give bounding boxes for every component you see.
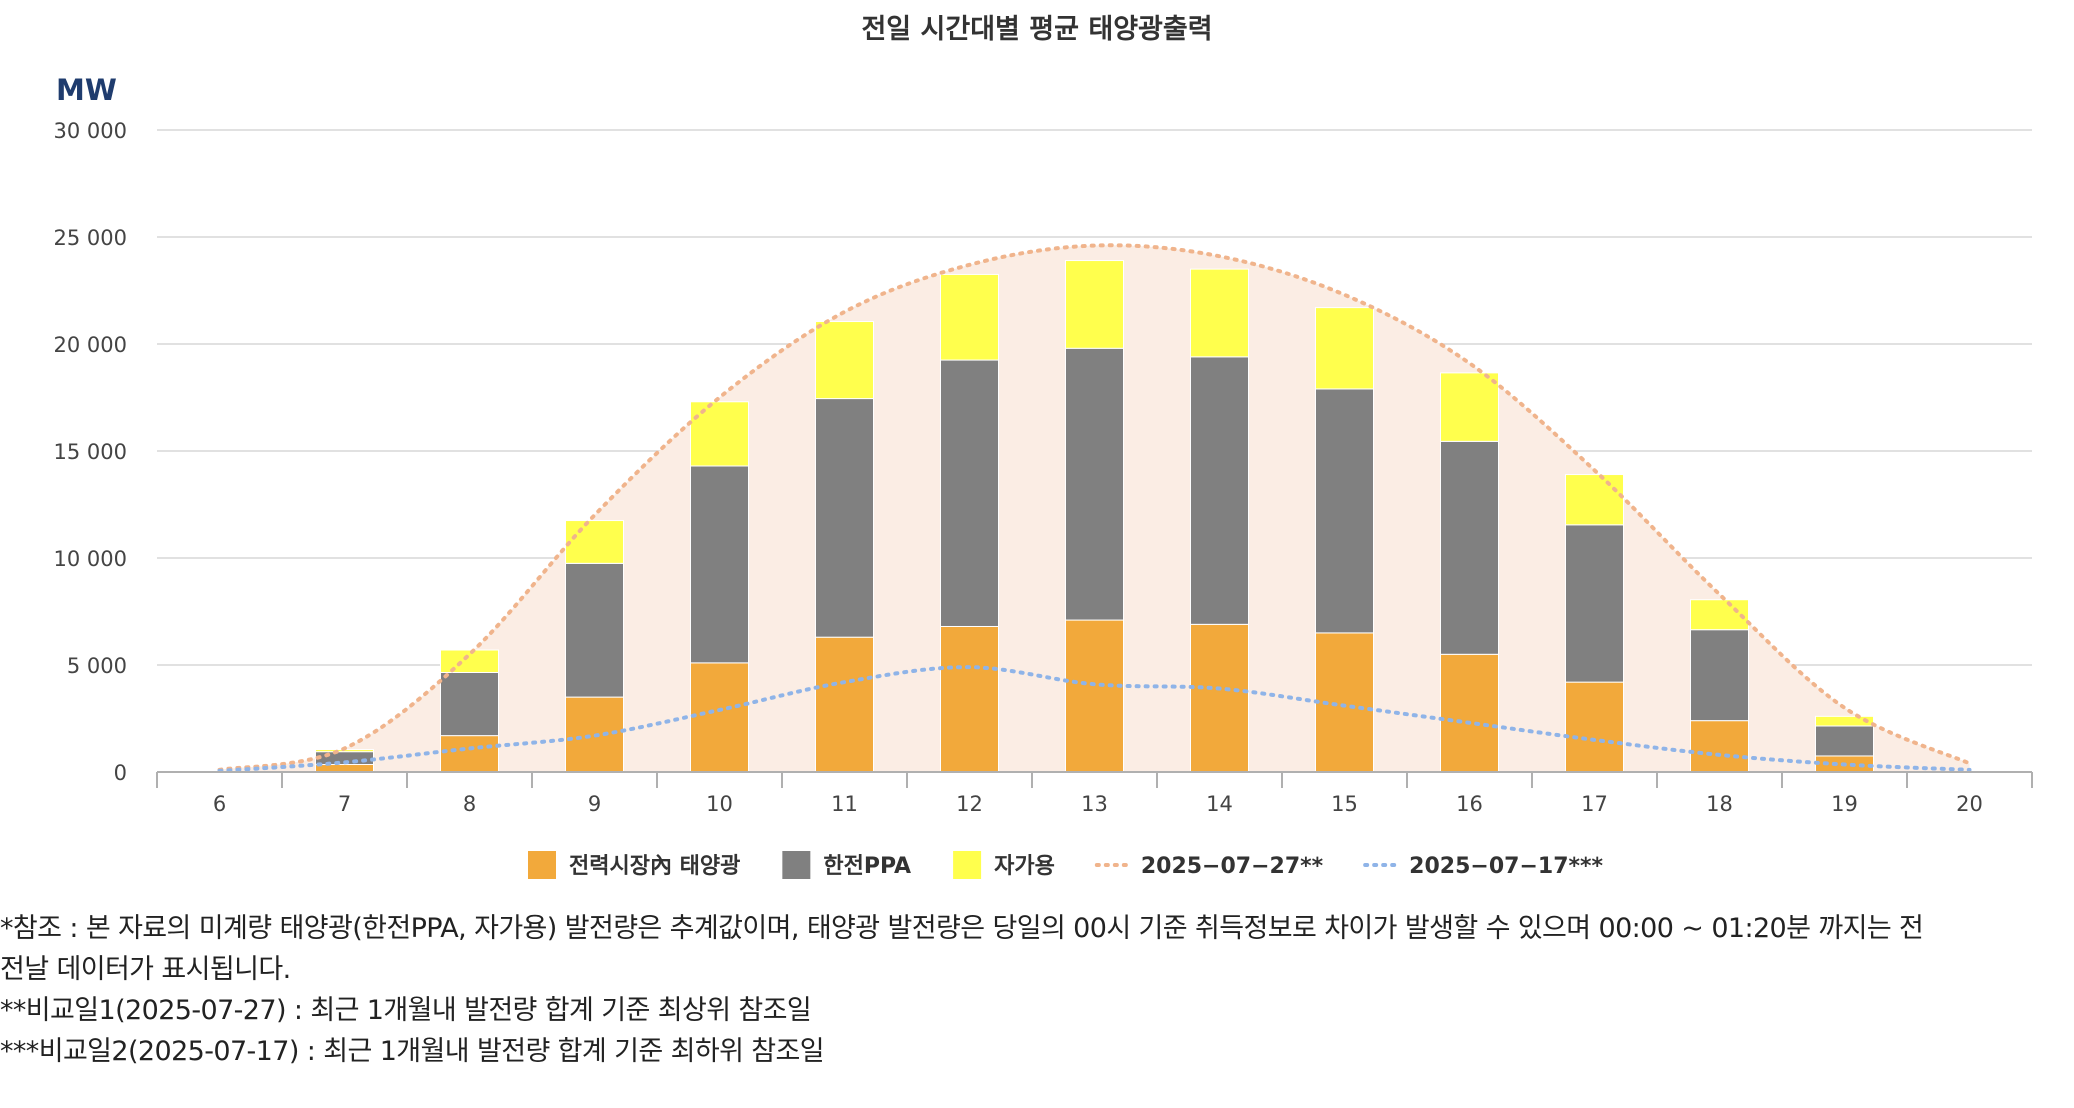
bar-segment bbox=[1565, 524, 1624, 683]
bar-segment bbox=[315, 764, 374, 773]
legend-swatch bbox=[953, 851, 982, 879]
bar-segment bbox=[1690, 629, 1749, 722]
footnotes: *참조 : 본 자료의 미계량 태양광(한전PPA, 자가용) 발전량은 추계값… bbox=[0, 908, 2060, 1072]
footnote-3: ***비교일2(2025-07-17) : 최근 1개월내 발전량 합계 기준 … bbox=[0, 1036, 825, 1067]
bar-segment bbox=[1565, 474, 1624, 526]
y-axis-unit: MW bbox=[56, 73, 117, 107]
x-tick-label: 11 bbox=[831, 792, 858, 816]
bar-segment bbox=[1065, 619, 1124, 773]
series-line bbox=[217, 665, 1972, 773]
bar-segment bbox=[1190, 268, 1249, 358]
footnote-1: *참조 : 본 자료의 미계량 태양광(한전PPA, 자가용) 발전량은 추계값… bbox=[0, 913, 1924, 944]
x-tick-label: 14 bbox=[1206, 792, 1233, 816]
x-tick-label: 20 bbox=[1956, 792, 1983, 816]
x-tick-label: 19 bbox=[1831, 792, 1858, 816]
footnote-2: **비교일1(2025-07-27) : 최근 1개월내 발전량 합계 기준 최… bbox=[0, 995, 812, 1026]
bar-segment bbox=[1065, 347, 1124, 621]
y-tick-label: 25 000 bbox=[54, 226, 127, 250]
bar-segment bbox=[1315, 388, 1374, 634]
bar-segment bbox=[940, 359, 999, 627]
x-tick-label: 7 bbox=[338, 792, 351, 816]
x-tick-label: 6 bbox=[213, 792, 226, 816]
legend-swatch bbox=[528, 851, 556, 879]
legend-label: 전력시장內 태양광 bbox=[569, 854, 740, 879]
bar-segment bbox=[1190, 623, 1249, 773]
bar-segment bbox=[1690, 599, 1749, 631]
y-tick-label: 30 000 bbox=[54, 119, 127, 143]
legend-label: 2025−07−27** bbox=[1141, 854, 1324, 879]
bar-segment bbox=[1315, 307, 1374, 390]
y-tick-label: 0 bbox=[114, 761, 127, 785]
legend-label: 자가용 bbox=[994, 854, 1055, 879]
chart-title: 전일 시간대별 평균 태양광출력 bbox=[861, 14, 1212, 45]
bar-segment bbox=[690, 401, 749, 467]
x-tick-label: 17 bbox=[1581, 792, 1608, 816]
bar-segment bbox=[440, 735, 499, 773]
x-tick-label: 9 bbox=[588, 792, 601, 816]
bar-segment bbox=[690, 465, 749, 664]
bar-segment bbox=[815, 398, 874, 638]
bar-segment bbox=[815, 321, 874, 400]
bar-segment bbox=[440, 649, 499, 673]
bar-segment bbox=[1440, 440, 1499, 655]
bar-segment bbox=[1440, 653, 1499, 773]
bar-segment bbox=[690, 662, 749, 773]
y-tick-label: 20 000 bbox=[54, 333, 127, 357]
bar-segment bbox=[1065, 260, 1124, 349]
y-tick-label: 5 000 bbox=[67, 654, 127, 678]
x-tick-label: 18 bbox=[1706, 792, 1733, 816]
y-tick-label: 15 000 bbox=[54, 440, 127, 464]
bar-segment bbox=[1690, 720, 1749, 773]
bar-segment bbox=[940, 625, 999, 773]
solar-output-chart: 전일 시간대별 평균 태양광출력 MW 0 5 000 10 000 15 000 20… bbox=[54, 14, 2033, 879]
x-tick-label: 10 bbox=[706, 792, 733, 816]
y-tick-label: 10 000 bbox=[54, 547, 127, 571]
x-tick-label: 16 bbox=[1456, 792, 1483, 816]
legend-label: 2025−07−17*** bbox=[1409, 854, 1603, 879]
bar-segment bbox=[1190, 356, 1249, 625]
x-tick-label: 15 bbox=[1331, 792, 1358, 816]
series-line bbox=[217, 243, 1972, 772]
bar-segment bbox=[1565, 681, 1624, 773]
legend-label: 한전PPA bbox=[823, 854, 911, 879]
bar-segment bbox=[1815, 715, 1874, 727]
bar-segment bbox=[1815, 725, 1874, 757]
footnote-1-cont: 전날 데이터가 표시됩니다. bbox=[0, 954, 291, 985]
x-tick-label: 8 bbox=[463, 792, 476, 816]
bar-segment bbox=[1440, 372, 1499, 442]
bar-segment bbox=[440, 671, 499, 737]
bar-segment bbox=[565, 562, 624, 698]
x-tick-label: 12 bbox=[956, 792, 983, 816]
bar-segment bbox=[565, 520, 624, 564]
bar-segment bbox=[815, 636, 874, 773]
legend-swatch bbox=[782, 851, 811, 879]
x-tick-label: 13 bbox=[1081, 792, 1108, 816]
bar-segment bbox=[940, 273, 999, 361]
